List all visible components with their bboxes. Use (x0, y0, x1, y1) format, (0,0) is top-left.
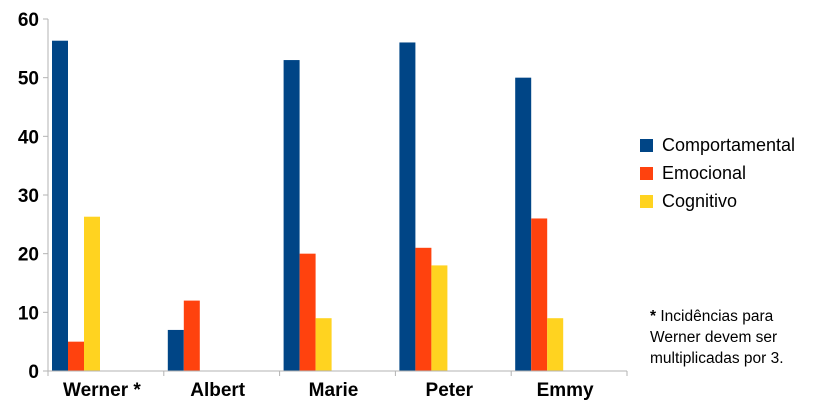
legend: Comportamental Emocional Cognitivo (640, 131, 795, 215)
bar-cognitivo (431, 265, 448, 371)
y-tick-label: 60 (18, 10, 39, 31)
x-category-label: Albert (190, 380, 246, 401)
x-category-label: Marie (309, 380, 359, 401)
x-category-label: Peter (426, 380, 474, 401)
bar-comportamental (52, 40, 68, 371)
bar-emocional (531, 218, 548, 371)
legend-label: Comportamental (662, 134, 796, 155)
y-tick-label: 0 (28, 362, 39, 383)
legend-item: Comportamental (640, 131, 795, 159)
x-axis: Werner * Albert Marie Peter Emmy (43, 370, 628, 401)
bar-emocional (68, 341, 84, 371)
x-category-label: Werner * (63, 380, 141, 401)
footnote: * Incidências para Werner devem ser mult… (650, 306, 822, 369)
x-category-label: Emmy (537, 380, 594, 401)
bar-cognitivo (84, 216, 100, 371)
legend-item: Cognitivo (640, 187, 795, 215)
bar-comportamental (167, 329, 184, 371)
legend-item: Emocional (640, 159, 795, 187)
bar-comportamental (399, 42, 416, 371)
legend-swatch (640, 166, 653, 180)
legend-swatch (640, 194, 653, 208)
bar-emocional (415, 247, 432, 371)
bar-comportamental (515, 77, 532, 372)
bar-emocional (183, 300, 200, 371)
y-axis: 0 10 20 30 40 50 60 (18, 10, 49, 383)
footnote-text: Incidências para Werner devem ser multip… (650, 308, 784, 367)
bar-emocional (299, 253, 316, 371)
y-tick-label: 40 (18, 127, 39, 148)
y-tick-label: 20 (18, 245, 39, 266)
y-tick-label: 10 (18, 303, 39, 324)
footnote-star: * (650, 308, 657, 325)
legend-label: Cognitivo (662, 190, 738, 211)
y-tick-label: 30 (18, 186, 39, 207)
bar-comportamental (283, 60, 300, 372)
legend-swatch (640, 138, 653, 152)
bar-cognitivo (547, 318, 564, 371)
y-tick-label: 50 (18, 69, 39, 90)
legend-label: Emocional (662, 162, 747, 183)
bar-chart: 0 10 20 30 40 50 60 Werner * Albert Marie Peter Em… (18, 10, 628, 401)
bar-cognitivo (315, 318, 332, 371)
bars (52, 40, 564, 372)
